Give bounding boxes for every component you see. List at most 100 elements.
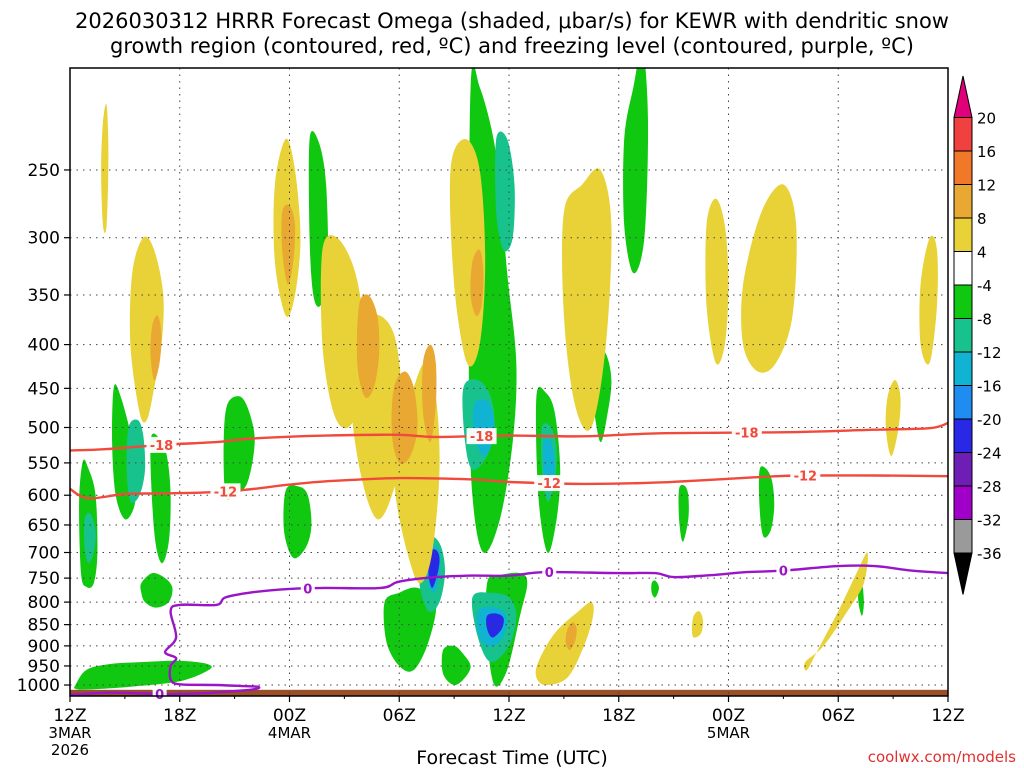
x-date-label-0: 3MAR <box>48 724 91 742</box>
colorbar-swatch-3 <box>953 184 973 219</box>
colorbar-top-arrow <box>953 75 973 118</box>
colorbar-label-10: -24 <box>977 445 1002 463</box>
x-tick-label-1: 18Z <box>163 706 196 726</box>
colorbar-swatch-12 <box>953 485 973 520</box>
omega-region-y9 <box>705 198 729 365</box>
omega-region-y15 <box>691 611 703 638</box>
omega-region-y10 <box>741 184 797 373</box>
omega-region-o5 <box>422 344 437 443</box>
chart-title-line-1: 2026030312 HRRR Forecast Omega (shaded, … <box>75 9 949 33</box>
colorbar-label-4: 4 <box>977 244 987 262</box>
contour-dgz-minus12 <box>70 474 948 500</box>
omega-region-g14 <box>623 68 649 274</box>
y-tick-label-900: 900 <box>28 637 60 657</box>
x-tick-label-5: 18Z <box>602 706 635 726</box>
contour-label-bg-freezing-level-1 <box>300 580 315 597</box>
omega-region-o3 <box>356 294 380 399</box>
contour-label-freezing-level-3: 0 <box>779 565 788 580</box>
omega-region-y12 <box>535 602 594 685</box>
contour-label-bg-dgz-minus12-0 <box>210 483 241 500</box>
contour-label-bg-freezing-level-0 <box>152 686 167 703</box>
colorbar-label-11: -28 <box>977 478 1002 496</box>
colorbar-swatch-11 <box>953 452 973 487</box>
y-axis: 2503003504004505005506006507007508008509… <box>17 161 70 696</box>
contour-label-freezing-level-2: 0 <box>545 566 554 581</box>
y-tick-label-800: 800 <box>28 593 60 613</box>
contour-label-bg-dgz-minus12-2 <box>790 467 821 484</box>
contour-label-bg-dgz-minus18-0 <box>146 436 177 453</box>
y-tick-label-500: 500 <box>28 418 60 438</box>
y-tick-label-1000: 1000 <box>17 676 60 696</box>
x-tick-label-2: 00Z <box>273 706 306 726</box>
colorbar-swatch-5 <box>953 251 973 286</box>
omega-region-d2 <box>486 613 504 638</box>
omega-region-g4 <box>140 572 173 608</box>
omega-shading-layer <box>70 68 948 696</box>
omega-region-y13 <box>804 552 868 671</box>
contour-label-dgz-minus12-1: -12 <box>537 477 561 492</box>
contour-label-freezing-level-1: 0 <box>303 582 312 597</box>
colorbar-label-3: 8 <box>977 210 987 228</box>
chart-title-line-2: growth region (contoured, red, ºC) and f… <box>110 34 914 58</box>
y-tick-label-450: 450 <box>28 379 60 399</box>
contour-label-bg-freezing-level-3 <box>776 562 791 579</box>
omega-region-g12 <box>383 587 437 672</box>
y-tick-label-550: 550 <box>28 454 60 474</box>
y-tick-label-850: 850 <box>28 616 60 636</box>
colorbar-swatch-13 <box>953 519 973 554</box>
omega-region-y8 <box>561 168 612 431</box>
contour-label-dgz-minus12-0: -12 <box>214 485 238 500</box>
omega-region-g6 <box>283 485 312 559</box>
y-tick-label-650: 650 <box>28 516 60 536</box>
colorbar-label-12: -32 <box>977 512 1002 530</box>
omega-region-g18 <box>678 484 689 542</box>
y-tick-label-350: 350 <box>28 286 60 306</box>
colorbar-label-7: -12 <box>977 344 1002 362</box>
y-tick-label-950: 950 <box>28 657 60 677</box>
colorbar-label-8: -16 <box>977 378 1002 396</box>
x-tick-label-7: 06Z <box>822 706 855 726</box>
x-tick-label-3: 06Z <box>383 706 416 726</box>
y-tick-label-250: 250 <box>28 161 60 181</box>
x-axis-label: Forecast Time (UTC) <box>416 747 607 768</box>
omega-region-t1 <box>126 419 146 503</box>
colorbar-swatch-9 <box>953 385 973 420</box>
contour-label-bg-dgz-minus18-2 <box>731 424 762 441</box>
colorbar-label-2: 12 <box>977 177 996 195</box>
y-tick-label-400: 400 <box>28 336 60 356</box>
x-date-label-6: 5MAR <box>707 724 750 742</box>
colorbar-label-5: -4 <box>977 277 992 295</box>
colorbar-swatch-7 <box>953 318 973 353</box>
source-credit: coolwx.com/models <box>868 748 1016 766</box>
colorbar-label-13: -36 <box>977 545 1002 563</box>
omega-region-y14 <box>885 380 901 457</box>
colorbar-label-0: 20 <box>977 110 996 128</box>
omega-region-g15 <box>758 466 775 538</box>
x-date-label-2: 4MAR <box>268 724 311 742</box>
omega-region-g8 <box>441 645 471 686</box>
x-tick-label-8: 12Z <box>931 706 964 726</box>
omega-region-g5 <box>223 396 255 500</box>
colorbar-label-6: -8 <box>977 311 992 329</box>
omega-region-g16 <box>74 660 212 690</box>
contour-label-dgz-minus18-0: -18 <box>150 439 174 454</box>
omega-region-y11 <box>919 235 938 365</box>
colorbar-swatch-8 <box>953 351 973 386</box>
x-tick-label-0: 12Z <box>53 706 86 726</box>
colorbar-bottom-arrow <box>953 552 973 595</box>
omega-region-g3 <box>150 433 171 564</box>
colorbar-swatch-2 <box>953 150 973 185</box>
colorbar-swatch-10 <box>953 418 973 453</box>
omega-region-o6 <box>470 249 484 316</box>
contour-freezing-level <box>70 564 948 696</box>
omega-region-o2 <box>281 204 296 285</box>
y-tick-label-600: 600 <box>28 486 60 506</box>
colorbar-swatch-4 <box>953 217 973 252</box>
x-tick-label-6: 00Z <box>712 706 745 726</box>
y-tick-label-700: 700 <box>28 544 60 564</box>
omega-region-o4 <box>391 371 418 465</box>
colorbar: 20 16 12 8 4 -4 -8 -12 -16 -20 -24 -28 -32 -36 <box>953 75 1002 595</box>
y-tick-label-750: 750 <box>28 569 60 589</box>
